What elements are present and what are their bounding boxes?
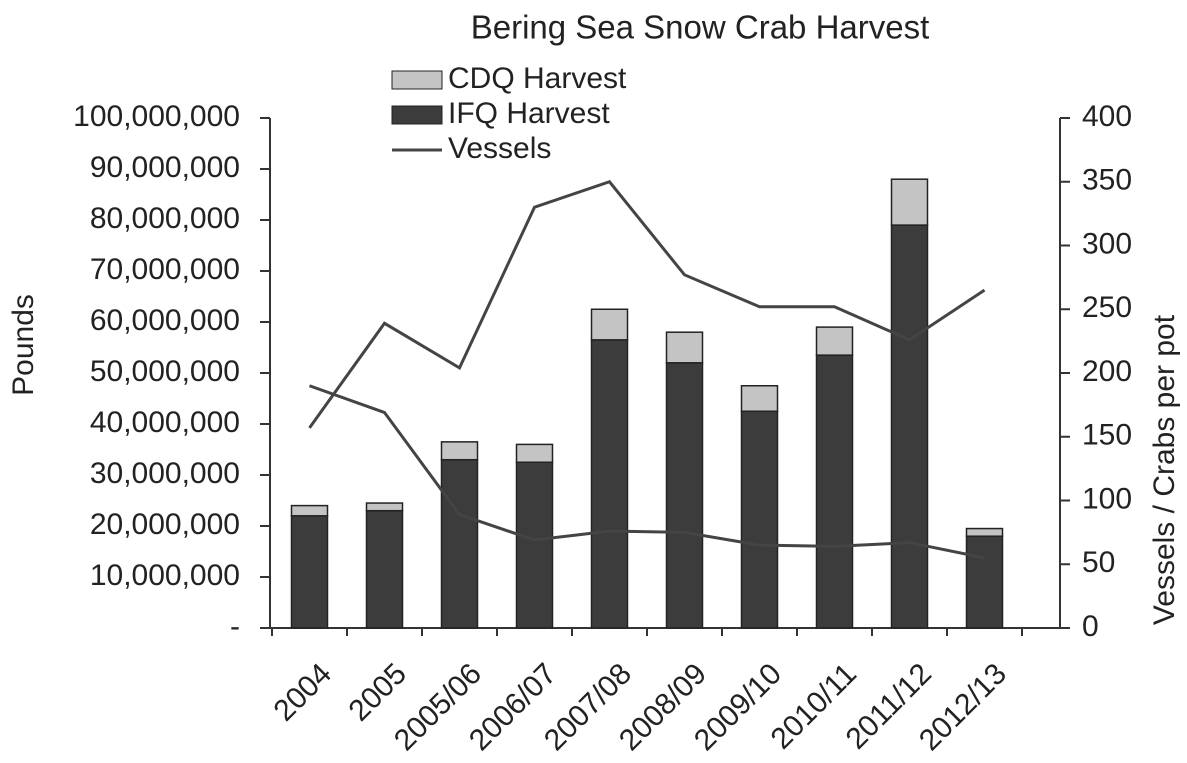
- bar: [815, 354, 854, 629]
- bar: [890, 224, 929, 629]
- y2-axis-label: Vessels / Crabs per pot: [1148, 314, 1181, 625]
- y-axis-label: Pounds: [7, 294, 40, 396]
- y2-tick-label: 250: [1082, 291, 1132, 324]
- legend-label: Vessels: [448, 132, 551, 165]
- bar: [515, 461, 554, 629]
- y-tick-label: 70,000,000: [90, 253, 240, 286]
- y2-tick-label: 300: [1082, 227, 1132, 260]
- y-tick-label: 50,000,000: [90, 355, 240, 388]
- y-tick-label: 30,000,000: [90, 457, 240, 490]
- legend-swatch: [391, 105, 443, 125]
- bar: [665, 362, 704, 629]
- y2-tick-label: 0: [1082, 610, 1099, 643]
- bar: [665, 331, 704, 364]
- y2-tick-label: 50: [1082, 546, 1115, 579]
- bar: [740, 410, 779, 629]
- y-tick-label: 60,000,000: [90, 304, 240, 337]
- bar: [365, 502, 404, 512]
- y2-tick-label: 100: [1082, 482, 1132, 515]
- y-tick-label: 80,000,000: [90, 202, 240, 235]
- bar: [365, 509, 404, 629]
- y2-tick-label: 350: [1082, 164, 1132, 197]
- legend-swatch: [391, 70, 443, 90]
- y2-tick-label: 200: [1082, 355, 1132, 388]
- bar: [890, 178, 929, 226]
- bar: [740, 385, 779, 412]
- line: [308, 384, 985, 560]
- x-tick-label: 2004: [268, 657, 339, 728]
- y-tick-label: 90,000,000: [90, 151, 240, 184]
- y2-tick-label: 150: [1082, 419, 1132, 452]
- y-tick-label: 10,000,000: [90, 559, 240, 592]
- legend-label: IFQ Harvest: [448, 97, 610, 130]
- bar: [590, 308, 629, 341]
- line: [308, 179, 986, 429]
- bar: [815, 326, 854, 356]
- bar: [965, 535, 1004, 629]
- bar: [290, 515, 329, 629]
- bar: [440, 458, 479, 629]
- x-tick-label: 2005: [343, 657, 414, 728]
- bar: [515, 443, 554, 463]
- bar: [965, 527, 1004, 537]
- y2-tick-label: 400: [1082, 100, 1132, 133]
- y-tick-label: 100,000,000: [73, 100, 240, 133]
- y-tick-label: -: [230, 610, 240, 643]
- legend-label: CDQ Harvest: [448, 62, 627, 95]
- y-tick-label: 40,000,000: [90, 406, 240, 439]
- bar: [440, 441, 479, 461]
- chart-title: Bering Sea Snow Crab Harvest: [471, 9, 930, 46]
- bar: [590, 339, 629, 629]
- y-tick-label: 20,000,000: [90, 508, 240, 541]
- bar: [290, 504, 329, 517]
